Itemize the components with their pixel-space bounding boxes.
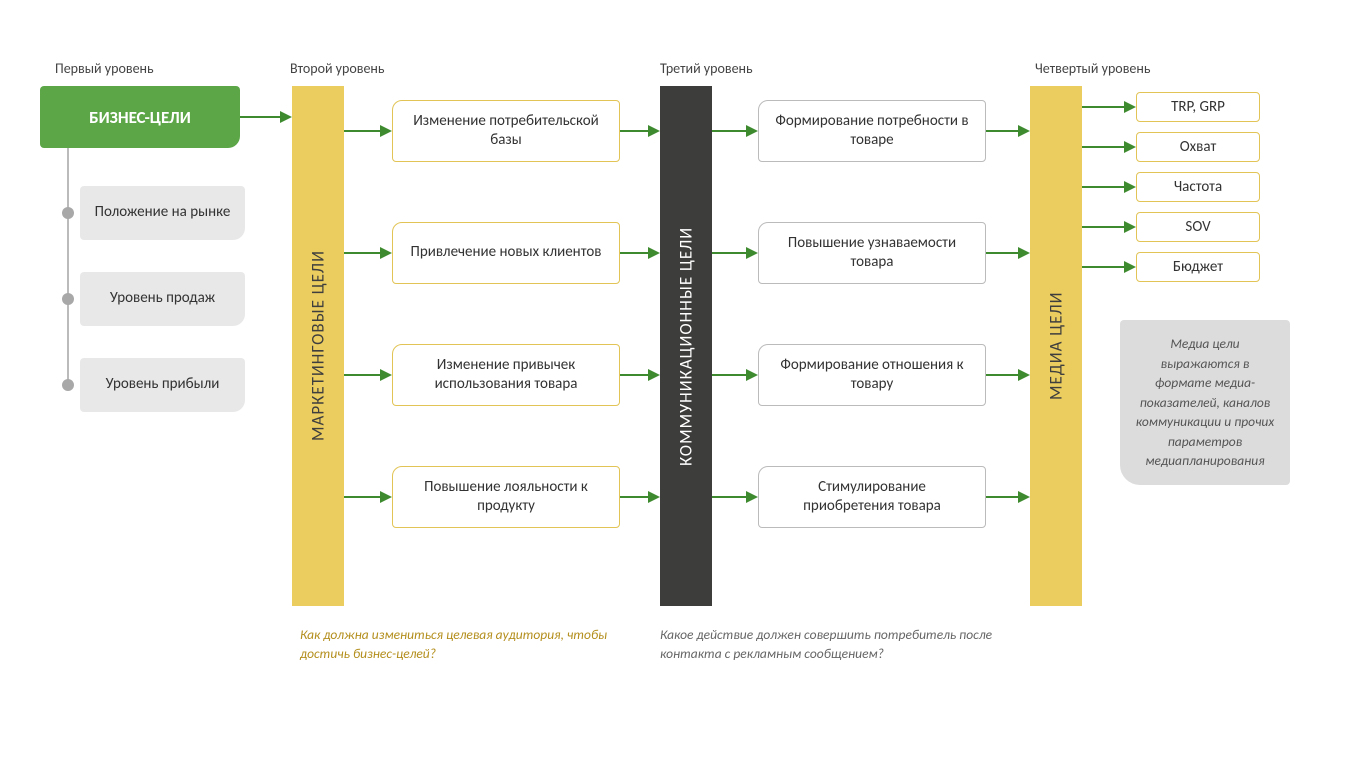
arrow-box3-bar3 xyxy=(620,365,660,385)
arrow-bar4-m3 xyxy=(1082,177,1136,197)
marketing-box-4: Повышение лояльности к продукту xyxy=(392,466,620,528)
arrow-box1-bar3 xyxy=(620,121,660,141)
arrow-bar3-cbox3 xyxy=(712,365,758,385)
media-metric-2: Охват xyxy=(1136,132,1260,162)
media-metric-4: SOV xyxy=(1136,212,1260,242)
bullet-dot xyxy=(62,379,74,391)
level-1-label: Первый уровень xyxy=(55,60,154,77)
arrow-green-to-bar2 xyxy=(240,107,292,127)
arrow-bar2-box3 xyxy=(344,365,392,385)
connector-vline xyxy=(67,148,69,388)
arrow-cbox1-bar4 xyxy=(986,121,1030,141)
arrow-cbox4-bar4 xyxy=(986,487,1030,507)
marketing-box-2: Привлечение новых клиентов xyxy=(392,222,620,284)
arrow-bar2-box2 xyxy=(344,243,392,263)
arrow-bar4-m4 xyxy=(1082,217,1136,237)
media-goals-bar: МЕДИА ЦЕЛИ xyxy=(1030,86,1082,606)
communication-goals-bar: КОММУНИКАЦИОННЫЕ ЦЕЛИ xyxy=(660,86,712,606)
arrow-bar3-cbox4 xyxy=(712,487,758,507)
bullet-dot xyxy=(62,207,74,219)
arrow-bar4-m5 xyxy=(1082,257,1136,277)
media-metric-1: TRP, GRP xyxy=(1136,92,1260,122)
business-sub-2: Уровень продаж xyxy=(80,272,245,326)
level-4-label: Четвертый уровень xyxy=(1035,60,1150,77)
comm-box-1: Формирование потребности в товаре xyxy=(758,100,986,162)
media-metric-5: Бюджет xyxy=(1136,252,1260,282)
arrow-bar2-box1 xyxy=(344,121,392,141)
business-sub-3: Уровень прибыли xyxy=(80,358,245,412)
arrow-bar3-cbox2 xyxy=(712,243,758,263)
arrow-cbox3-bar4 xyxy=(986,365,1030,385)
arrow-bar2-box4 xyxy=(344,487,392,507)
media-metric-3: Частота xyxy=(1136,172,1260,202)
level-2-label: Второй уровень xyxy=(290,60,385,77)
caption-level-2: Как должна измениться целевая аудитория,… xyxy=(300,626,630,664)
comm-box-4: Стимулирование приобретения товара xyxy=(758,466,986,528)
arrow-bar4-m1 xyxy=(1082,97,1136,117)
level-3-label: Третий уровень xyxy=(660,60,753,77)
comm-box-3: Формирование отношения к товару xyxy=(758,344,986,406)
arrow-bar3-cbox1 xyxy=(712,121,758,141)
caption-level-3: Какое действие должен совершить потребит… xyxy=(660,626,1020,664)
marketing-box-1: Изменение потребительской базы xyxy=(392,100,620,162)
arrow-box2-bar3 xyxy=(620,243,660,263)
marketing-goals-bar: МАРКЕТИНГОВЫЕ ЦЕЛИ xyxy=(292,86,344,606)
comm-box-2: Повышение узнаваемости товара xyxy=(758,222,986,284)
bullet-dot xyxy=(62,293,74,305)
business-sub-1: Положение на рынке xyxy=(80,186,245,240)
arrow-cbox2-bar4 xyxy=(986,243,1030,263)
arrow-bar4-m2 xyxy=(1082,137,1136,157)
business-goals-box: БИЗНЕС-ЦЕЛИ xyxy=(40,86,240,148)
media-note: Медиа цели выражаются в формате медиа-по… xyxy=(1120,320,1290,485)
marketing-box-3: Изменение привычек использования товара xyxy=(392,344,620,406)
arrow-box4-bar3 xyxy=(620,487,660,507)
